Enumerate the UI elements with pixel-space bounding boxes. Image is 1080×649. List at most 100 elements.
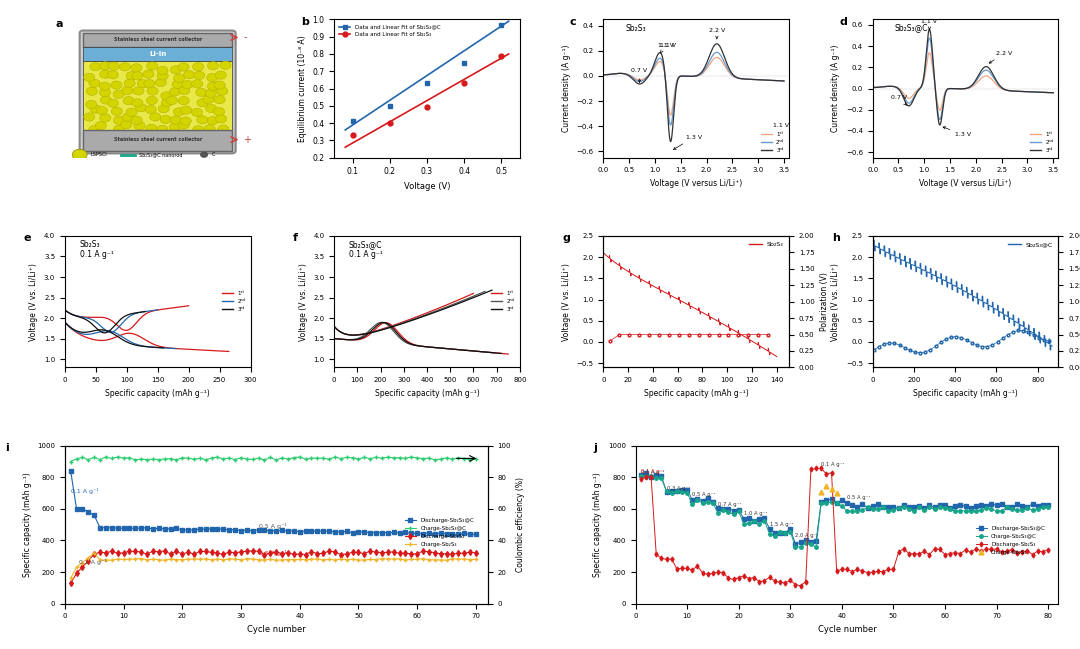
Circle shape xyxy=(214,106,225,115)
X-axis label: Voltage (V): Voltage (V) xyxy=(404,182,450,191)
Charge-Sb₂S₃@C xyxy=(810,543,823,551)
Charge-Sb₂S₃@C xyxy=(293,453,306,461)
Discharge-Sb₂S₃ xyxy=(892,548,905,556)
Circle shape xyxy=(133,125,145,134)
Circle shape xyxy=(171,92,181,100)
Text: 2.2 V: 2.2 V xyxy=(708,28,725,39)
FancyBboxPatch shape xyxy=(80,31,235,153)
Circle shape xyxy=(161,62,173,69)
X-axis label: Specific capacity (mAh g⁻¹): Specific capacity (mAh g⁻¹) xyxy=(644,389,748,398)
Charge-Sb₂S₃ xyxy=(64,574,77,582)
Discharge-Sb₂S₃ xyxy=(907,550,920,557)
Y-axis label: Specific capacity (mAh g⁻¹): Specific capacity (mAh g⁻¹) xyxy=(593,472,603,577)
Line: Charge-Sb₂S₃: Charge-Sb₂S₃ xyxy=(819,484,839,495)
Circle shape xyxy=(190,71,202,79)
Circle shape xyxy=(72,149,87,160)
Circle shape xyxy=(148,123,159,132)
Circle shape xyxy=(99,104,111,112)
X-axis label: Voltage (V versus Li/Li⁺): Voltage (V versus Li/Li⁺) xyxy=(650,179,742,188)
Circle shape xyxy=(100,64,111,72)
Circle shape xyxy=(89,97,99,104)
Circle shape xyxy=(197,125,207,132)
Y-axis label: Current density (A g⁻¹): Current density (A g⁻¹) xyxy=(832,45,840,132)
Circle shape xyxy=(185,123,195,131)
Circle shape xyxy=(96,117,107,125)
Text: Sb₂S₃: Sb₂S₃ xyxy=(625,23,646,32)
Circle shape xyxy=(126,109,137,117)
Discharge-Sb₂S₃ xyxy=(794,582,807,590)
Circle shape xyxy=(110,97,122,105)
Circle shape xyxy=(137,104,148,112)
Circle shape xyxy=(102,123,112,131)
Circle shape xyxy=(208,104,220,112)
X-axis label: Specific capacity (mAh g⁻¹): Specific capacity (mAh g⁻¹) xyxy=(914,389,1018,398)
Charge-Sb₂S₃ xyxy=(193,556,206,563)
Circle shape xyxy=(178,71,189,79)
Circle shape xyxy=(218,116,229,124)
Legend: Discharge-Sb₂S₃@C, Charge-Sb₂S₃@C, Discharge-Sb₂S₃, Charge-Sb₂S₃: Discharge-Sb₂S₃@C, Charge-Sb₂S₃@C, Disch… xyxy=(973,524,1048,557)
Discharge-Sb₂S₃@C xyxy=(887,504,900,511)
Text: d: d xyxy=(839,17,847,27)
Circle shape xyxy=(113,75,124,83)
Text: 1.5 A g⁻¹: 1.5 A g⁻¹ xyxy=(770,522,793,527)
Discharge-Sb₂S₃ xyxy=(1041,546,1054,554)
Circle shape xyxy=(166,97,178,105)
Text: 1.1 V: 1.1 V xyxy=(660,43,676,48)
Charge-Sb₂S₃@C xyxy=(470,455,483,463)
Circle shape xyxy=(148,104,159,112)
Legend: 1ˢᵗ, 2ⁿᵈ, 3ʳᵈ: 1ˢᵗ, 2ⁿᵈ, 3ʳᵈ xyxy=(758,130,786,154)
Line: Discharge-Sb₂S₃@C: Discharge-Sb₂S₃@C xyxy=(639,471,1050,546)
Text: +: + xyxy=(243,134,251,145)
Charge-Sb₂S₃@C xyxy=(903,505,916,513)
Circle shape xyxy=(168,122,179,130)
Text: 0.1 A g⁻¹: 0.1 A g⁻¹ xyxy=(821,462,845,467)
Discharge-Sb₂S₃@C xyxy=(188,526,201,534)
Circle shape xyxy=(215,100,226,108)
Discharge-Sb₂S₃@C xyxy=(892,504,905,512)
Circle shape xyxy=(172,73,183,81)
Charge-Sb₂S₃ xyxy=(814,488,827,496)
Charge-Sb₂S₃@C xyxy=(123,454,136,461)
Circle shape xyxy=(108,121,119,130)
Text: Sb₂S₃@C nanorod: Sb₂S₃@C nanorod xyxy=(139,153,183,157)
Circle shape xyxy=(95,80,107,88)
Discharge-Sb₂S₃@C xyxy=(639,469,652,477)
Circle shape xyxy=(218,122,229,130)
Charge-Sb₂S₃@C xyxy=(634,472,647,480)
Text: 0.7 V: 0.7 V xyxy=(891,95,907,105)
Text: e: e xyxy=(24,233,31,243)
Circle shape xyxy=(146,86,157,95)
Circle shape xyxy=(208,122,219,130)
Text: i: i xyxy=(5,443,10,452)
Circle shape xyxy=(121,123,132,132)
Discharge-Sb₂S₃ xyxy=(293,550,306,557)
Circle shape xyxy=(173,62,184,70)
X-axis label: Cycle number: Cycle number xyxy=(247,625,306,634)
Discharge-Sb₂S₃ xyxy=(887,565,900,573)
Bar xyxy=(83,130,232,151)
Text: 1.1 V: 1.1 V xyxy=(773,123,789,128)
Charge-Sb₂S₃@C xyxy=(1041,504,1054,511)
Circle shape xyxy=(170,81,180,90)
Legend: Sb₂S₃@C: Sb₂S₃@C xyxy=(1005,239,1055,249)
Circle shape xyxy=(171,106,181,115)
Discharge-Sb₂S₃@C xyxy=(470,530,483,538)
Charge-Sb₂S₃ xyxy=(831,489,843,497)
Text: 1.3 V: 1.3 V xyxy=(674,135,702,149)
Circle shape xyxy=(145,63,156,71)
Circle shape xyxy=(214,64,225,73)
Text: 0.3 A g⁻¹: 0.3 A g⁻¹ xyxy=(666,486,690,491)
Circle shape xyxy=(216,81,227,89)
Charge-Sb₂S₃@C xyxy=(164,455,177,463)
Discharge-Sb₂S₃@C xyxy=(634,471,647,478)
Discharge-Sb₂S₃@C xyxy=(1041,501,1054,509)
Y-axis label: Voltage (V vs. Li/Li⁺): Voltage (V vs. Li/Li⁺) xyxy=(832,263,840,341)
Circle shape xyxy=(146,72,158,80)
Line: Discharge-Sb₂S₃@C: Discharge-Sb₂S₃@C xyxy=(69,469,478,537)
Text: 0.5 A g⁻¹: 0.5 A g⁻¹ xyxy=(847,495,870,500)
Text: 1.1 V: 1.1 V xyxy=(921,19,937,29)
Circle shape xyxy=(181,114,193,123)
Legend: 1ˢᵗ, 2ⁿᵈ, 3ʳᵈ: 1ˢᵗ, 2ⁿᵈ, 3ʳᵈ xyxy=(219,289,247,314)
Circle shape xyxy=(137,73,148,80)
Circle shape xyxy=(109,92,120,100)
